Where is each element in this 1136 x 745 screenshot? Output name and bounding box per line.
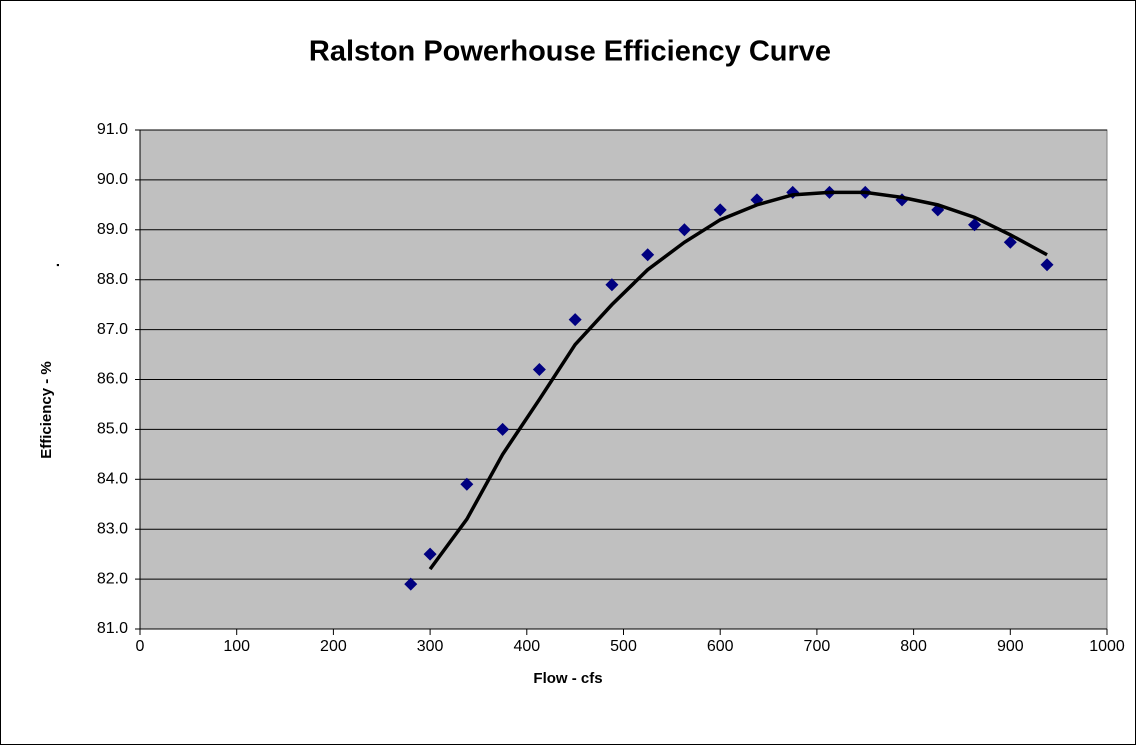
data-point xyxy=(713,203,727,217)
data-point xyxy=(1003,235,1017,249)
data-point xyxy=(641,248,655,262)
data-point xyxy=(460,477,474,491)
x-tick-label: 0 xyxy=(136,638,145,655)
x-tick-label: 600 xyxy=(707,638,734,655)
x-tick-label: 1000 xyxy=(1089,638,1125,655)
data-point xyxy=(677,223,691,237)
y-tick-label: 81.0 xyxy=(97,620,128,637)
y-tick-label: 87.0 xyxy=(97,321,128,338)
data-point xyxy=(496,422,510,436)
x-tick-label: 500 xyxy=(610,638,637,655)
y-tick-label: 86.0 xyxy=(97,371,128,388)
x-tick-label: 900 xyxy=(997,638,1024,655)
y-tick-label: 90.0 xyxy=(97,171,128,188)
chart-title: Ralston Powerhouse Efficiency Curve xyxy=(309,36,831,68)
y-tick-label: 91.0 xyxy=(97,121,128,138)
data-point xyxy=(605,278,619,292)
x-tick-label: 700 xyxy=(804,638,831,655)
x-axis-title: Flow - cfs xyxy=(533,670,602,687)
x-tick-label: 100 xyxy=(223,638,250,655)
x-tick-label: 300 xyxy=(417,638,444,655)
data-point xyxy=(968,218,982,232)
y-tick-label: 84.0 xyxy=(97,471,128,488)
y-tick-label: 82.0 xyxy=(97,570,128,587)
data-point xyxy=(532,363,546,377)
y-tick-label: 88.0 xyxy=(97,271,128,288)
y-tick-label: 83.0 xyxy=(97,520,128,537)
y-tick-label: 85.0 xyxy=(97,421,128,438)
data-point xyxy=(1040,258,1054,272)
data-point xyxy=(423,547,437,561)
data-point xyxy=(404,577,418,591)
x-tick-label: 200 xyxy=(320,638,347,655)
annotation: . xyxy=(46,263,63,267)
y-tick-label: 89.0 xyxy=(97,221,128,238)
y-axis-title: Efficiency - % xyxy=(38,361,55,459)
trend-line xyxy=(428,190,1048,571)
x-tick-label: 800 xyxy=(900,638,927,655)
data-point xyxy=(568,313,582,327)
x-tick-label: 400 xyxy=(513,638,540,655)
